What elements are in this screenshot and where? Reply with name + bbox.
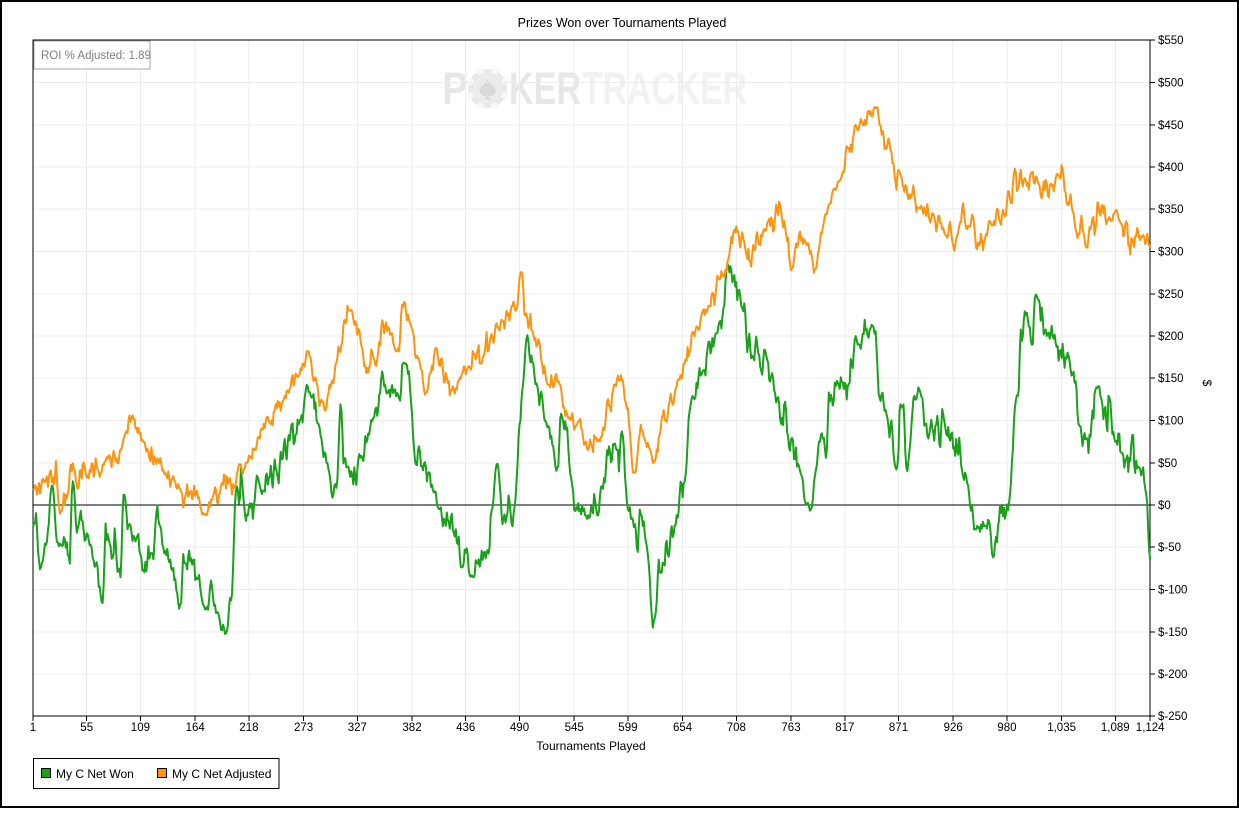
svg-text:490: 490	[510, 722, 529, 734]
svg-text:545: 545	[565, 722, 584, 734]
svg-text:My C Net Adjusted: My C Net Adjusted	[172, 767, 271, 781]
svg-text:$400: $400	[1158, 162, 1184, 174]
svg-text:327: 327	[348, 722, 367, 734]
svg-text:ROI % Adjusted: 1.89: ROI % Adjusted: 1.89	[41, 50, 151, 62]
svg-text:926: 926	[944, 722, 963, 734]
svg-text:$200: $200	[1158, 331, 1184, 343]
svg-text:$-200: $-200	[1158, 669, 1187, 681]
svg-text:55: 55	[80, 722, 93, 734]
svg-text:$0: $0	[1158, 500, 1171, 512]
svg-text:382: 382	[402, 722, 421, 734]
svg-text:TRACKER: TRACKER	[582, 63, 747, 114]
svg-text:$-50: $-50	[1158, 542, 1181, 554]
svg-text:708: 708	[727, 722, 746, 734]
svg-text:$450: $450	[1158, 120, 1184, 132]
svg-text:$500: $500	[1158, 78, 1184, 90]
svg-text:$-100: $-100	[1158, 585, 1187, 597]
svg-text:$300: $300	[1158, 247, 1184, 259]
svg-text:P: P	[442, 63, 468, 114]
svg-text:$: $	[1200, 380, 1214, 387]
svg-text:My C Net Won: My C Net Won	[56, 767, 134, 781]
svg-text:Tournaments Played: Tournaments Played	[536, 739, 645, 753]
svg-text:$-150: $-150	[1158, 627, 1187, 639]
svg-text:1,089: 1,089	[1101, 722, 1130, 734]
svg-text:871: 871	[889, 722, 908, 734]
svg-text:817: 817	[835, 722, 854, 734]
svg-text:$50: $50	[1158, 458, 1177, 470]
svg-text:654: 654	[673, 722, 693, 734]
svg-text:$350: $350	[1158, 204, 1184, 216]
svg-text:KER: KER	[509, 63, 581, 114]
svg-text:1: 1	[30, 722, 36, 734]
svg-text:980: 980	[997, 722, 1016, 734]
svg-text:$-250: $-250	[1158, 711, 1187, 723]
svg-text:109: 109	[131, 722, 150, 734]
svg-text:436: 436	[456, 722, 475, 734]
svg-text:$250: $250	[1158, 289, 1184, 301]
svg-text:1,035: 1,035	[1047, 722, 1076, 734]
svg-text:Prizes Won over Tournaments Pl: Prizes Won over Tournaments Played	[518, 16, 727, 30]
svg-text:273: 273	[294, 722, 313, 734]
svg-text:218: 218	[239, 722, 258, 734]
svg-text:1,124: 1,124	[1136, 722, 1165, 734]
svg-text:$100: $100	[1158, 416, 1184, 428]
svg-text:599: 599	[618, 722, 637, 734]
svg-text:$550: $550	[1158, 35, 1184, 47]
svg-text:763: 763	[781, 722, 800, 734]
svg-text:$150: $150	[1158, 373, 1184, 385]
svg-text:164: 164	[186, 722, 206, 734]
